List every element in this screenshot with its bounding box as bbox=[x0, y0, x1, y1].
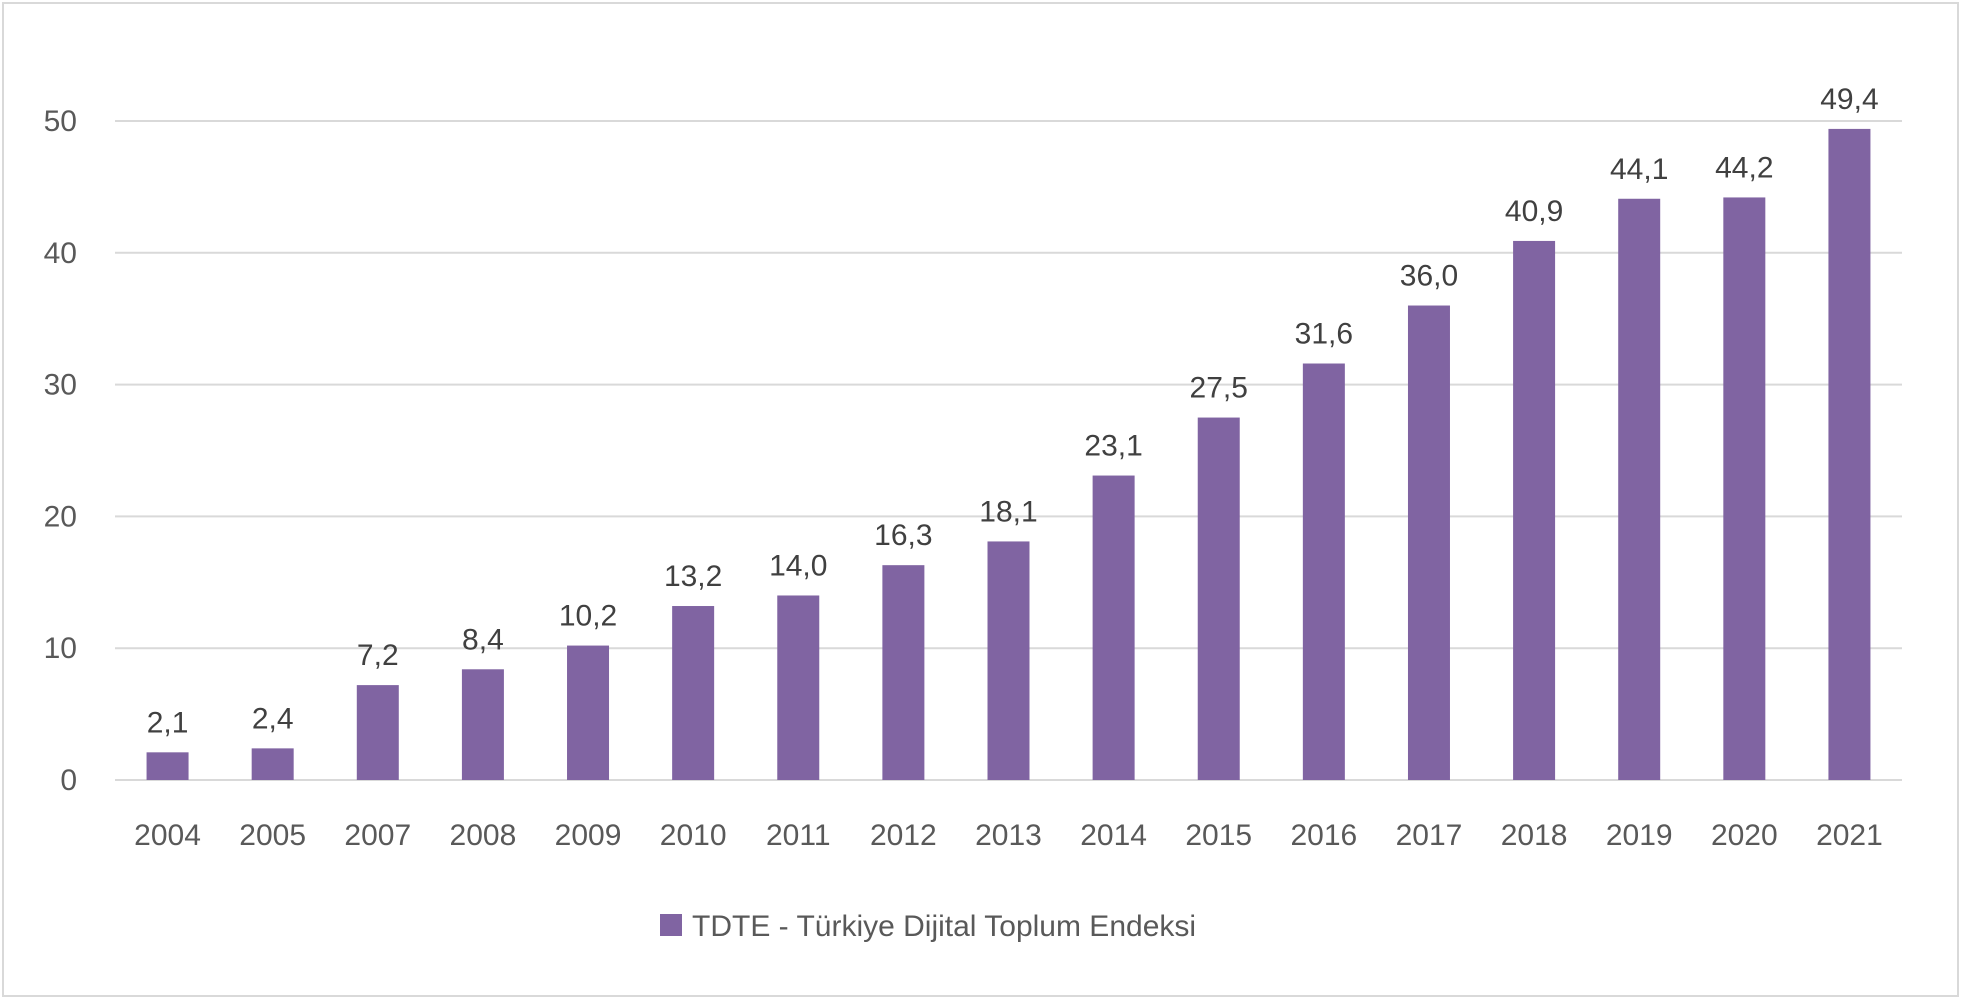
x-tick-label: 2019 bbox=[1606, 819, 1673, 852]
x-tick-label: 2011 bbox=[766, 819, 831, 852]
x-tick-label: 2018 bbox=[1501, 819, 1568, 852]
x-tick-label: 2021 bbox=[1816, 819, 1883, 852]
x-tick-label: 2014 bbox=[1080, 819, 1147, 852]
bar-2018 bbox=[1513, 240, 1556, 781]
data-label: 31,6 bbox=[1295, 318, 1353, 351]
y-tick-label: 30 bbox=[44, 369, 77, 402]
data-label: 7,2 bbox=[357, 639, 399, 672]
bar-2015 bbox=[1197, 417, 1240, 780]
data-label: 23,1 bbox=[1084, 430, 1142, 463]
legend-label: TDTE - Türkiye Dijital Toplum Endeksi bbox=[692, 910, 1196, 943]
bar-2019 bbox=[1618, 198, 1661, 781]
bar-2013 bbox=[987, 541, 1030, 780]
bar-2016 bbox=[1302, 363, 1345, 780]
x-tick-label: 2007 bbox=[344, 819, 411, 852]
data-label: 27,5 bbox=[1190, 372, 1248, 405]
data-label: 16,3 bbox=[874, 519, 932, 552]
y-tick-label: 10 bbox=[44, 632, 77, 665]
bar-2009 bbox=[567, 645, 610, 780]
data-label: 8,4 bbox=[462, 623, 504, 656]
x-tick-label: 2005 bbox=[239, 819, 306, 852]
bar-2010 bbox=[672, 606, 715, 780]
data-label: 10,2 bbox=[559, 600, 617, 633]
x-tick-label: 2017 bbox=[1396, 819, 1463, 852]
data-label: 14,0 bbox=[769, 549, 827, 582]
x-tick-label: 2015 bbox=[1185, 819, 1252, 852]
bar-2014 bbox=[1092, 475, 1135, 780]
x-tick-label: 2010 bbox=[660, 819, 727, 852]
x-tick-label: 2012 bbox=[870, 819, 937, 852]
x-tick-label: 2013 bbox=[975, 819, 1042, 852]
x-tick-label: 2009 bbox=[555, 819, 622, 852]
legend-swatch bbox=[660, 914, 682, 936]
bar-2004 bbox=[146, 752, 189, 780]
data-label: 44,1 bbox=[1610, 153, 1668, 186]
y-tick-label: 40 bbox=[44, 237, 77, 270]
y-tick-label: 20 bbox=[44, 500, 77, 533]
bar-2021 bbox=[1828, 128, 1871, 780]
bar-2011 bbox=[777, 595, 820, 780]
bar-2007 bbox=[356, 685, 399, 780]
y-tick-label: 0 bbox=[60, 764, 77, 797]
bar-2005 bbox=[251, 748, 294, 780]
data-label: 13,2 bbox=[664, 560, 722, 593]
data-label: 2,4 bbox=[252, 702, 294, 735]
data-label: 18,1 bbox=[979, 495, 1037, 528]
bar-2017 bbox=[1407, 305, 1450, 780]
data-label: 40,9 bbox=[1505, 195, 1563, 228]
x-tick-label: 2016 bbox=[1290, 819, 1357, 852]
data-label: 44,2 bbox=[1715, 151, 1773, 184]
data-label: 36,0 bbox=[1400, 260, 1458, 293]
x-tick-label: 2020 bbox=[1711, 819, 1778, 852]
x-tick-label: 2008 bbox=[450, 819, 517, 852]
bar-2012 bbox=[882, 565, 925, 780]
bar-2020 bbox=[1723, 197, 1766, 781]
data-label: 49,4 bbox=[1820, 83, 1878, 116]
x-tick-label: 2004 bbox=[134, 819, 201, 852]
y-tick-label: 50 bbox=[44, 105, 77, 138]
data-label: 2,1 bbox=[147, 706, 189, 739]
legend: TDTE - Türkiye Dijital Toplum Endeksi bbox=[660, 910, 1196, 943]
bar-2008 bbox=[461, 669, 504, 780]
